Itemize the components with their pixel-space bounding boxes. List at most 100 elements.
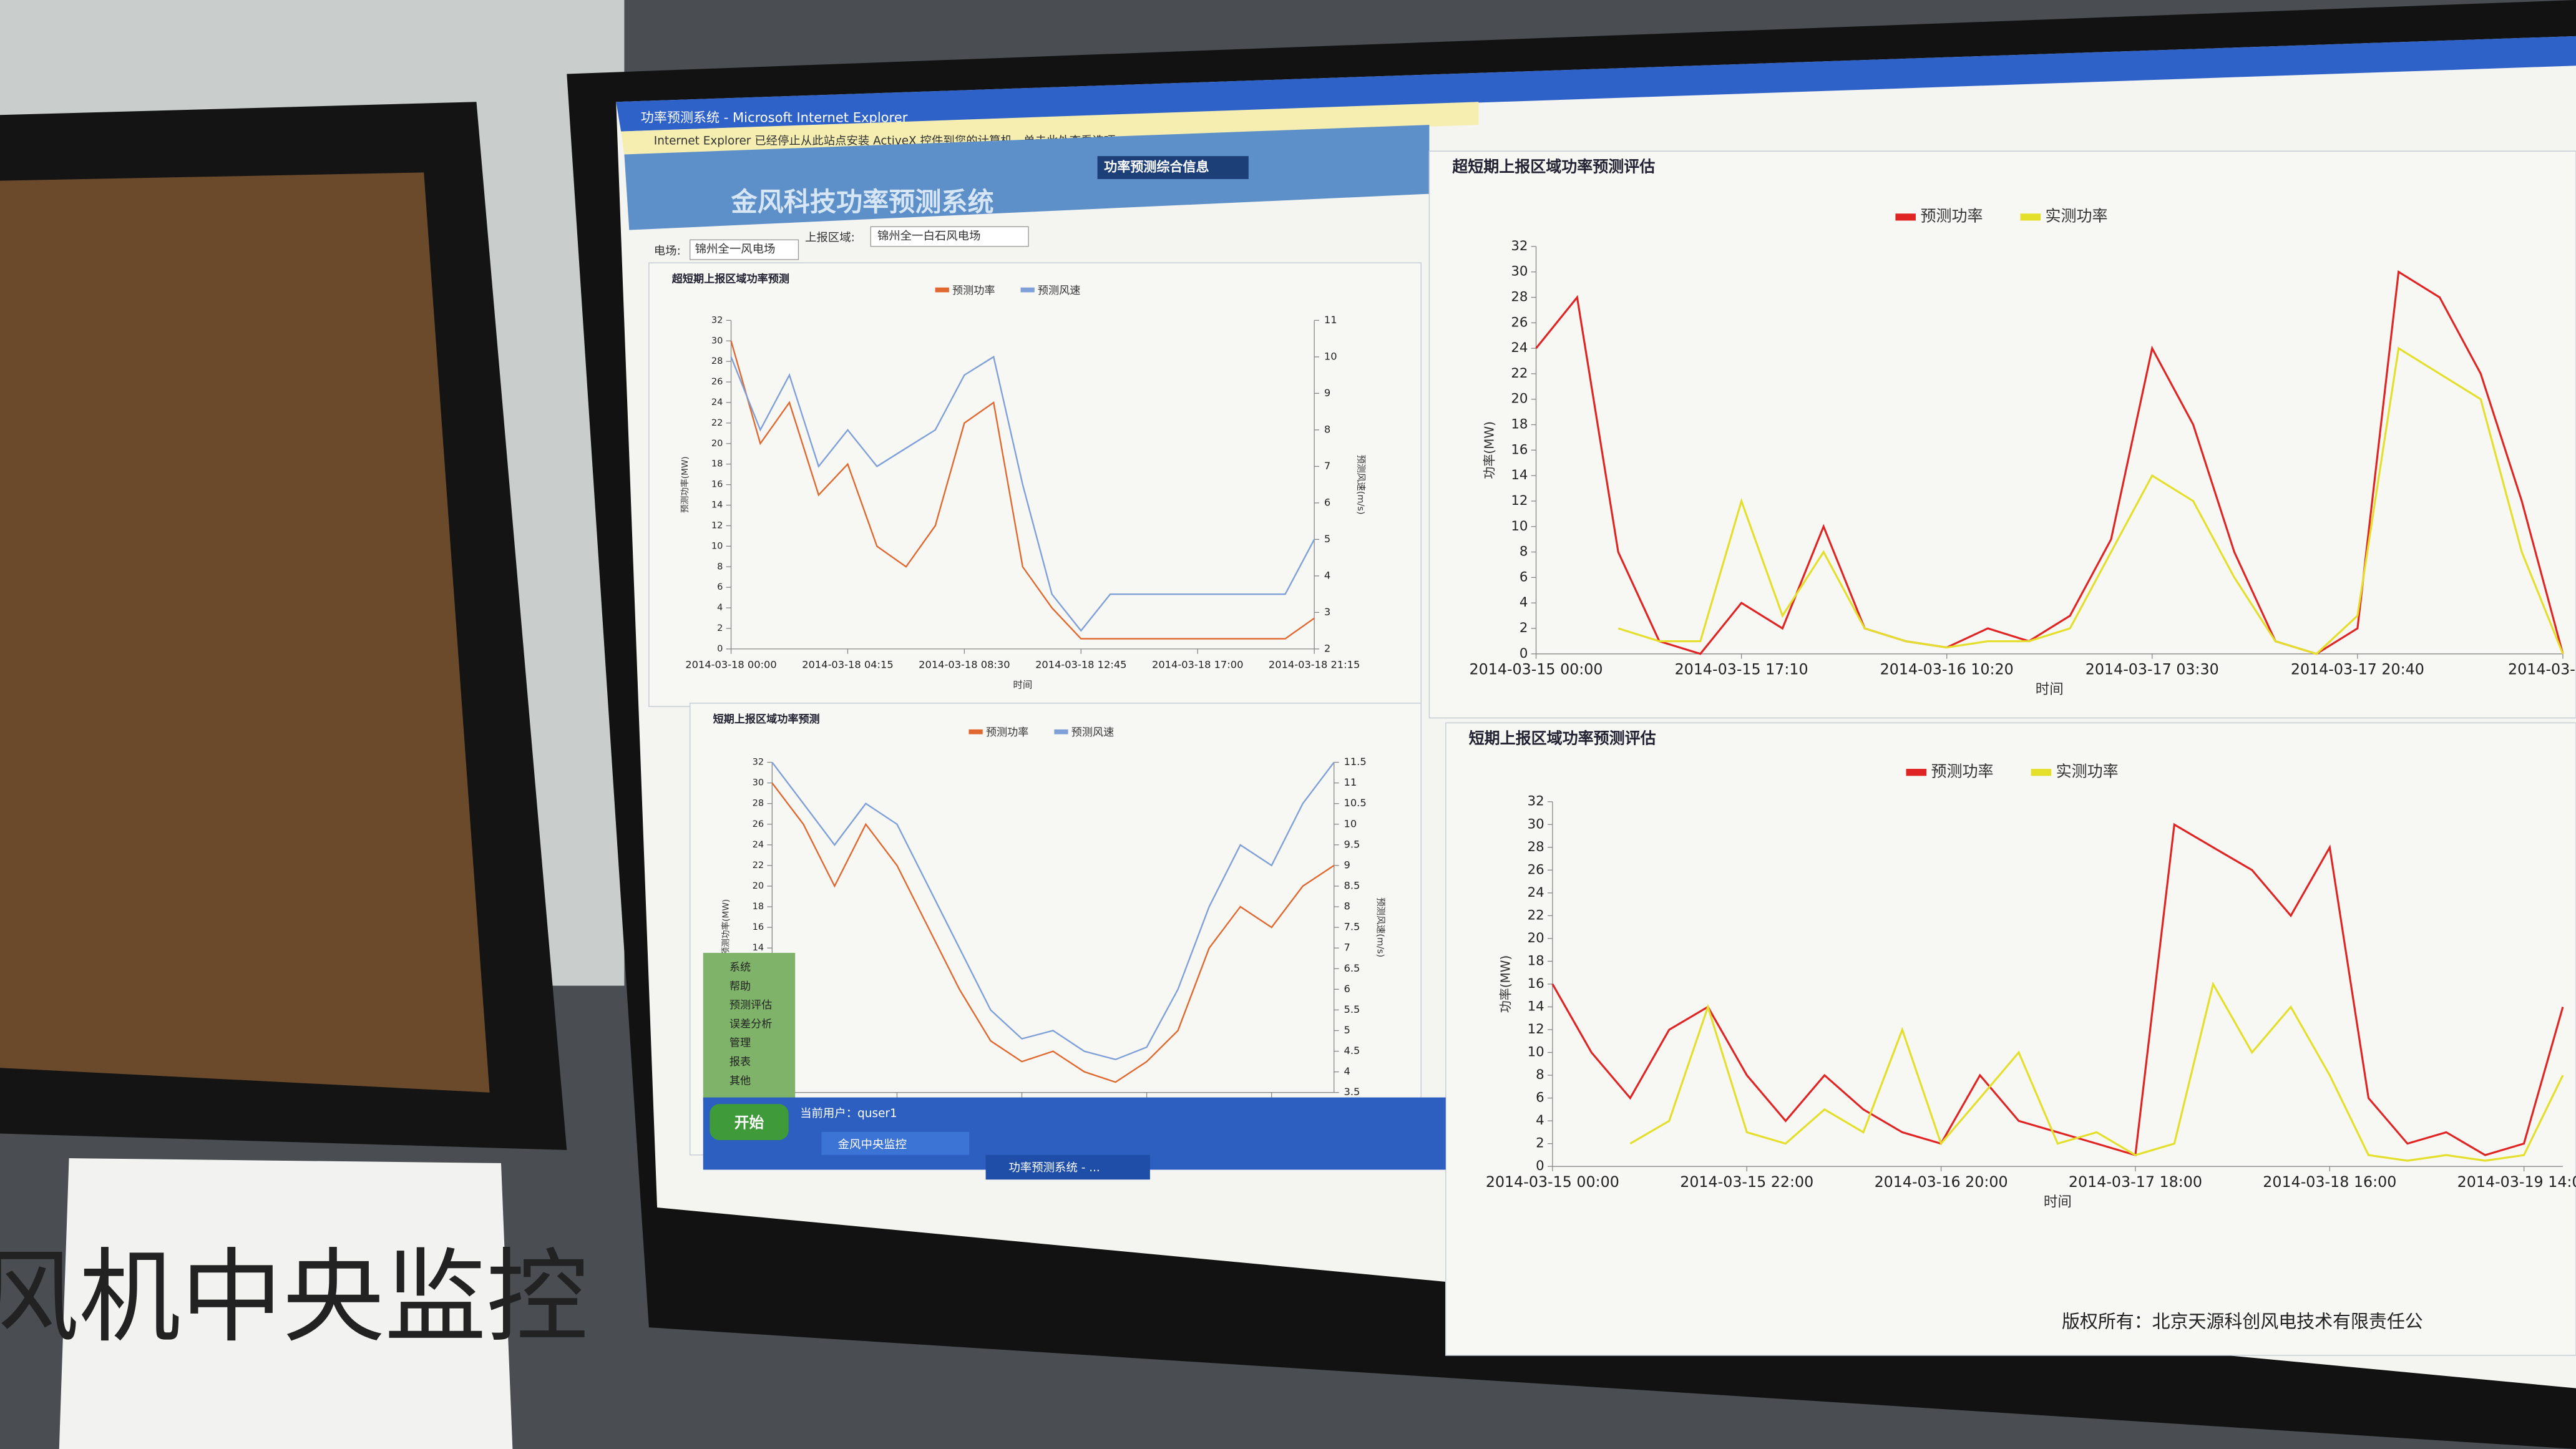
y-tick-label: 2 [1520, 620, 1528, 636]
legend-swatch [968, 729, 983, 734]
y2-tick-label: 10 [1324, 350, 1337, 362]
legend-label: 实测功率 [2056, 762, 2119, 780]
x-tick-label: 2014-03-15 17:10 [1675, 661, 1808, 678]
task-1-label[interactable]: 金风中央监控 [838, 1138, 907, 1151]
region-select[interactable] [870, 226, 1029, 247]
legend-swatch [1020, 287, 1035, 293]
menu-item[interactable]: 报表 [729, 1056, 751, 1068]
y-tick-label: 26 [753, 819, 764, 829]
y-tick-label: 16 [753, 922, 764, 932]
x-tick-label: 2014-03-15 22:00 [1680, 1173, 1813, 1191]
legend-swatch [1895, 213, 1916, 221]
y-tick-label: 18 [1511, 417, 1528, 432]
legend-label: 实测功率 [2046, 207, 2108, 225]
y2-tick-label: 10 [1344, 817, 1357, 829]
y2-tick-label: 7.5 [1344, 921, 1360, 933]
x-axis-label: 时间 [1013, 679, 1032, 690]
y-tick-label: 0 [717, 644, 723, 654]
y2-tick-label: 6.5 [1344, 962, 1360, 974]
y2-tick-label: 3 [1324, 606, 1330, 618]
y-tick-label: 22 [711, 418, 723, 428]
y-tick-label: 24 [1528, 885, 1544, 900]
menu-item[interactable]: 管理 [729, 1037, 751, 1050]
y-tick-label: 4 [1536, 1113, 1544, 1128]
y2-tick-label: 7 [1344, 942, 1350, 954]
x-tick-label: 2014-03-15 00:00 [1486, 1173, 1619, 1191]
y2-tick-label: 4 [1344, 1065, 1350, 1077]
start-menu [703, 952, 796, 1101]
y-tick-label: 10 [1511, 519, 1528, 534]
region-value[interactable]: 锦州全一白石风电场 [877, 230, 981, 243]
y2-tick-label: 11.5 [1344, 756, 1367, 768]
tab[interactable] [1097, 156, 1249, 179]
start-label[interactable]: 开始 [734, 1114, 764, 1131]
y-tick-label: 30 [711, 336, 723, 346]
y-tick-label: 4 [1520, 595, 1528, 610]
y2-tick-label: 3.5 [1344, 1086, 1360, 1098]
title-bar [616, 36, 2576, 132]
series-line [1629, 981, 2564, 1162]
y-tick-label: 14 [753, 943, 764, 953]
menu-item[interactable]: 其他 [729, 1075, 751, 1087]
footer: 版权所有：北京天源科创风电技术有限责任公 [2062, 1310, 2423, 1332]
y-axis-label: 预测功率(MW) [721, 899, 731, 956]
y-tick-label: 30 [1511, 264, 1528, 280]
y-axis-label: 预测功率(MW) [680, 456, 690, 513]
series-line [1551, 822, 2564, 1157]
y-tick-label: 10 [711, 541, 723, 551]
y-tick-label: 18 [753, 902, 764, 912]
y2-axis-label: 预测风速(m/s) [1355, 455, 1366, 515]
charts: 超短期上报区域功率预测02468101214161820222426283032… [648, 150, 2576, 1356]
menu-item[interactable]: 误差分析 [729, 1018, 772, 1030]
y2-tick-label: 8 [1324, 423, 1330, 435]
chart-title: 短期上报区域功率预测 [713, 713, 820, 726]
y2-tick-label: 9 [1324, 387, 1330, 399]
left-screen [0, 172, 490, 1093]
y-tick-label: 26 [1528, 862, 1544, 877]
y-tick-label: 32 [711, 315, 723, 325]
y-tick-label: 6 [717, 582, 723, 592]
menu-item[interactable]: 系统 [729, 962, 751, 974]
x-tick-label: 2014-03-18 08:30 [919, 659, 1010, 671]
x-tick-label: 2014-03-18 00:00 [685, 659, 776, 671]
y-tick-label: 28 [1511, 290, 1528, 305]
region-label: 上报区域: [805, 232, 855, 245]
y2-tick-label: 5 [1344, 1024, 1350, 1036]
chart-panel [689, 702, 1422, 1156]
tab-label[interactable]: 功率预测综合信息 [1104, 159, 1209, 175]
series-line [730, 340, 1315, 640]
task-2-label[interactable]: 功率预测系统 - ... [1008, 1161, 1100, 1174]
legend-swatch [2031, 769, 2052, 776]
series-line [771, 783, 1335, 1083]
menu-item[interactable]: 帮助 [729, 980, 751, 993]
y-tick-label: 14 [1528, 998, 1544, 1014]
sign [59, 1158, 513, 1449]
y-tick-label: 16 [711, 480, 723, 490]
y-tick-label: 20 [753, 881, 764, 891]
y-tick-label: 0 [1520, 646, 1528, 661]
farm-select[interactable] [690, 239, 799, 260]
y-tick-label: 12 [1528, 1022, 1544, 1037]
y-tick-label: 22 [1511, 366, 1528, 381]
y-tick-label: 10 [1528, 1045, 1544, 1060]
task-2[interactable] [985, 1154, 1150, 1180]
task-1[interactable] [821, 1131, 970, 1155]
sign-text: 风机中央监控 [0, 1238, 588, 1357]
y-tick-label: 28 [1528, 839, 1544, 855]
legend-label: 预测风速 [1071, 726, 1114, 739]
legend-swatch [1906, 769, 1927, 776]
chart-title: 超短期上报区域功率预测评估 [1452, 158, 1655, 176]
legend-swatch [935, 287, 949, 293]
y-tick-label: 20 [711, 439, 723, 449]
farm-value[interactable]: 锦州全一风电场 [695, 243, 776, 256]
menu-item[interactable]: 预测评估 [729, 999, 772, 1012]
x-tick-label: 2014-03-18 13 [2508, 661, 2576, 678]
x-tick-label: 2014-03-16 20:00 [1875, 1173, 2008, 1191]
y2-tick-label: 2 [1324, 642, 1330, 654]
y-tick-label: 16 [1528, 976, 1544, 992]
y-tick-label: 12 [711, 520, 723, 530]
y-tick-label: 32 [1528, 794, 1544, 809]
x-axis-label: 时间 [2036, 681, 2064, 698]
start-button[interactable] [710, 1104, 789, 1141]
